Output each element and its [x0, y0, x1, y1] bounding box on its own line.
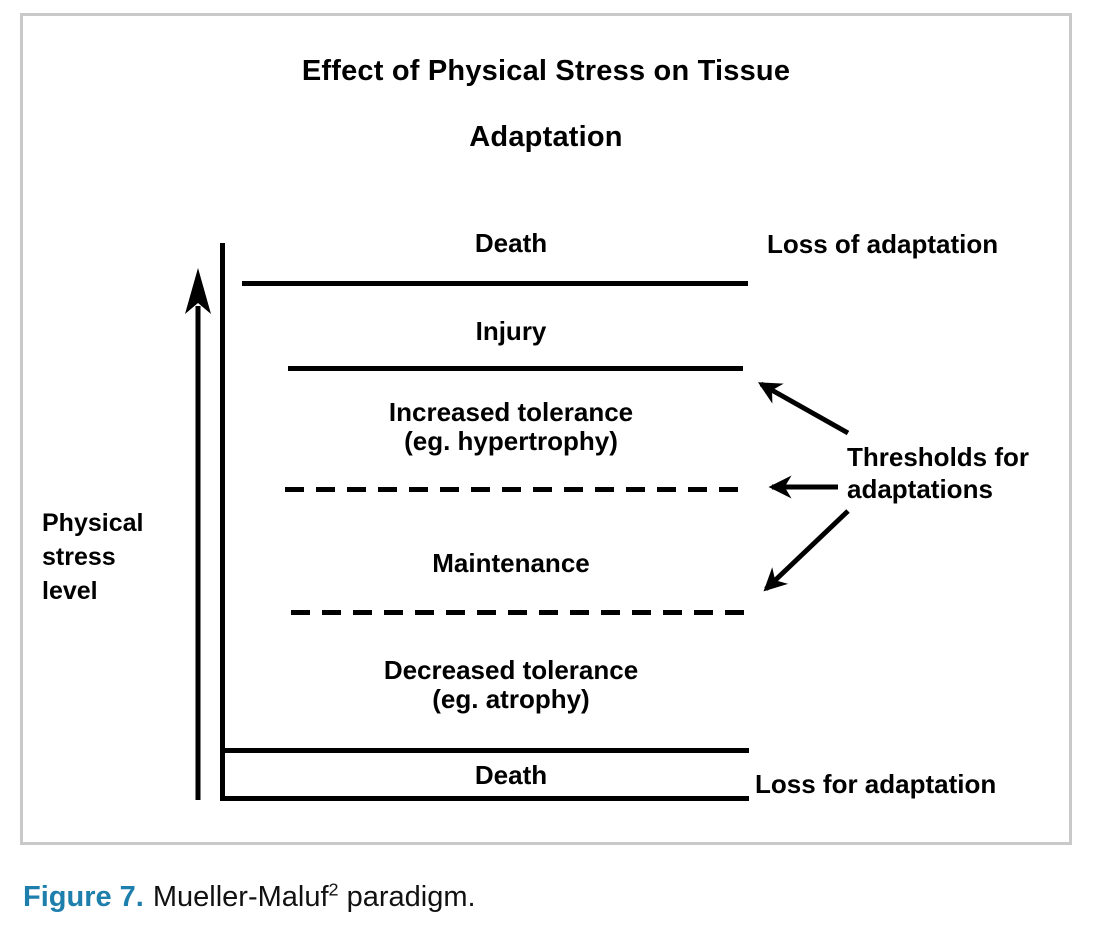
- y-axis-line: [220, 243, 225, 801]
- caption-suffix: paradigm.: [338, 881, 476, 913]
- annotation-loss-of-adaptation: Loss of adaptation: [767, 229, 999, 259]
- threshold-line-lower: [291, 610, 746, 615]
- annotation-loss-for-adaptation: Loss for adaptation: [755, 769, 997, 799]
- y-axis-label-line3: level: [42, 577, 98, 605]
- caption-body: Mueller-Maluf: [152, 881, 329, 913]
- zone-label-death-top: Death: [474, 228, 548, 258]
- zone-label-death-bottom: Death: [474, 760, 548, 790]
- threshold-line-upper: [285, 487, 741, 492]
- y-axis-label-line2: stress: [42, 543, 116, 571]
- figure-title-line1: Effect of Physical Stress on Tissue: [301, 55, 791, 87]
- caption-superscript: 2: [328, 879, 339, 900]
- x-axis-line: [220, 796, 749, 801]
- zone-label-increased-tolerance-line2: (eg. hypertrophy): [404, 426, 618, 456]
- zone-label-decreased-tolerance-line1: Decreased tolerance: [383, 655, 639, 685]
- zone-label-decreased-tolerance-line2: (eg. atrophy): [432, 684, 590, 714]
- zone-label-increased-tolerance: Increased tolerance (eg. hypertrophy): [389, 398, 633, 456]
- figure-caption: Figure 7. Mueller-Maluf2 paradigm.: [23, 880, 476, 914]
- zone-label-maintenance: Maintenance: [432, 548, 590, 578]
- zone-label-injury: Injury: [475, 316, 547, 346]
- annotation-thresholds-line2: adaptations: [847, 474, 993, 504]
- boundary-line-death-bottom: [223, 748, 749, 753]
- figure-border: [20, 13, 1072, 845]
- zone-label-increased-tolerance-line1: Increased tolerance: [388, 397, 634, 427]
- boundary-line-injury-tolerance: [288, 366, 743, 371]
- y-axis-label-line1: Physical: [42, 509, 144, 537]
- annotation-thresholds: Thresholds for adaptations: [847, 441, 1029, 505]
- zone-label-decreased-tolerance: Decreased tolerance (eg. atrophy): [384, 656, 638, 714]
- annotation-thresholds-line1: Thresholds for: [847, 442, 1030, 472]
- caption-label: Figure 7.: [23, 881, 144, 913]
- boundary-line-death-injury: [242, 281, 748, 286]
- figure-title-line2: Adaptation: [469, 121, 623, 153]
- y-axis-label: Physical stress level: [42, 506, 143, 608]
